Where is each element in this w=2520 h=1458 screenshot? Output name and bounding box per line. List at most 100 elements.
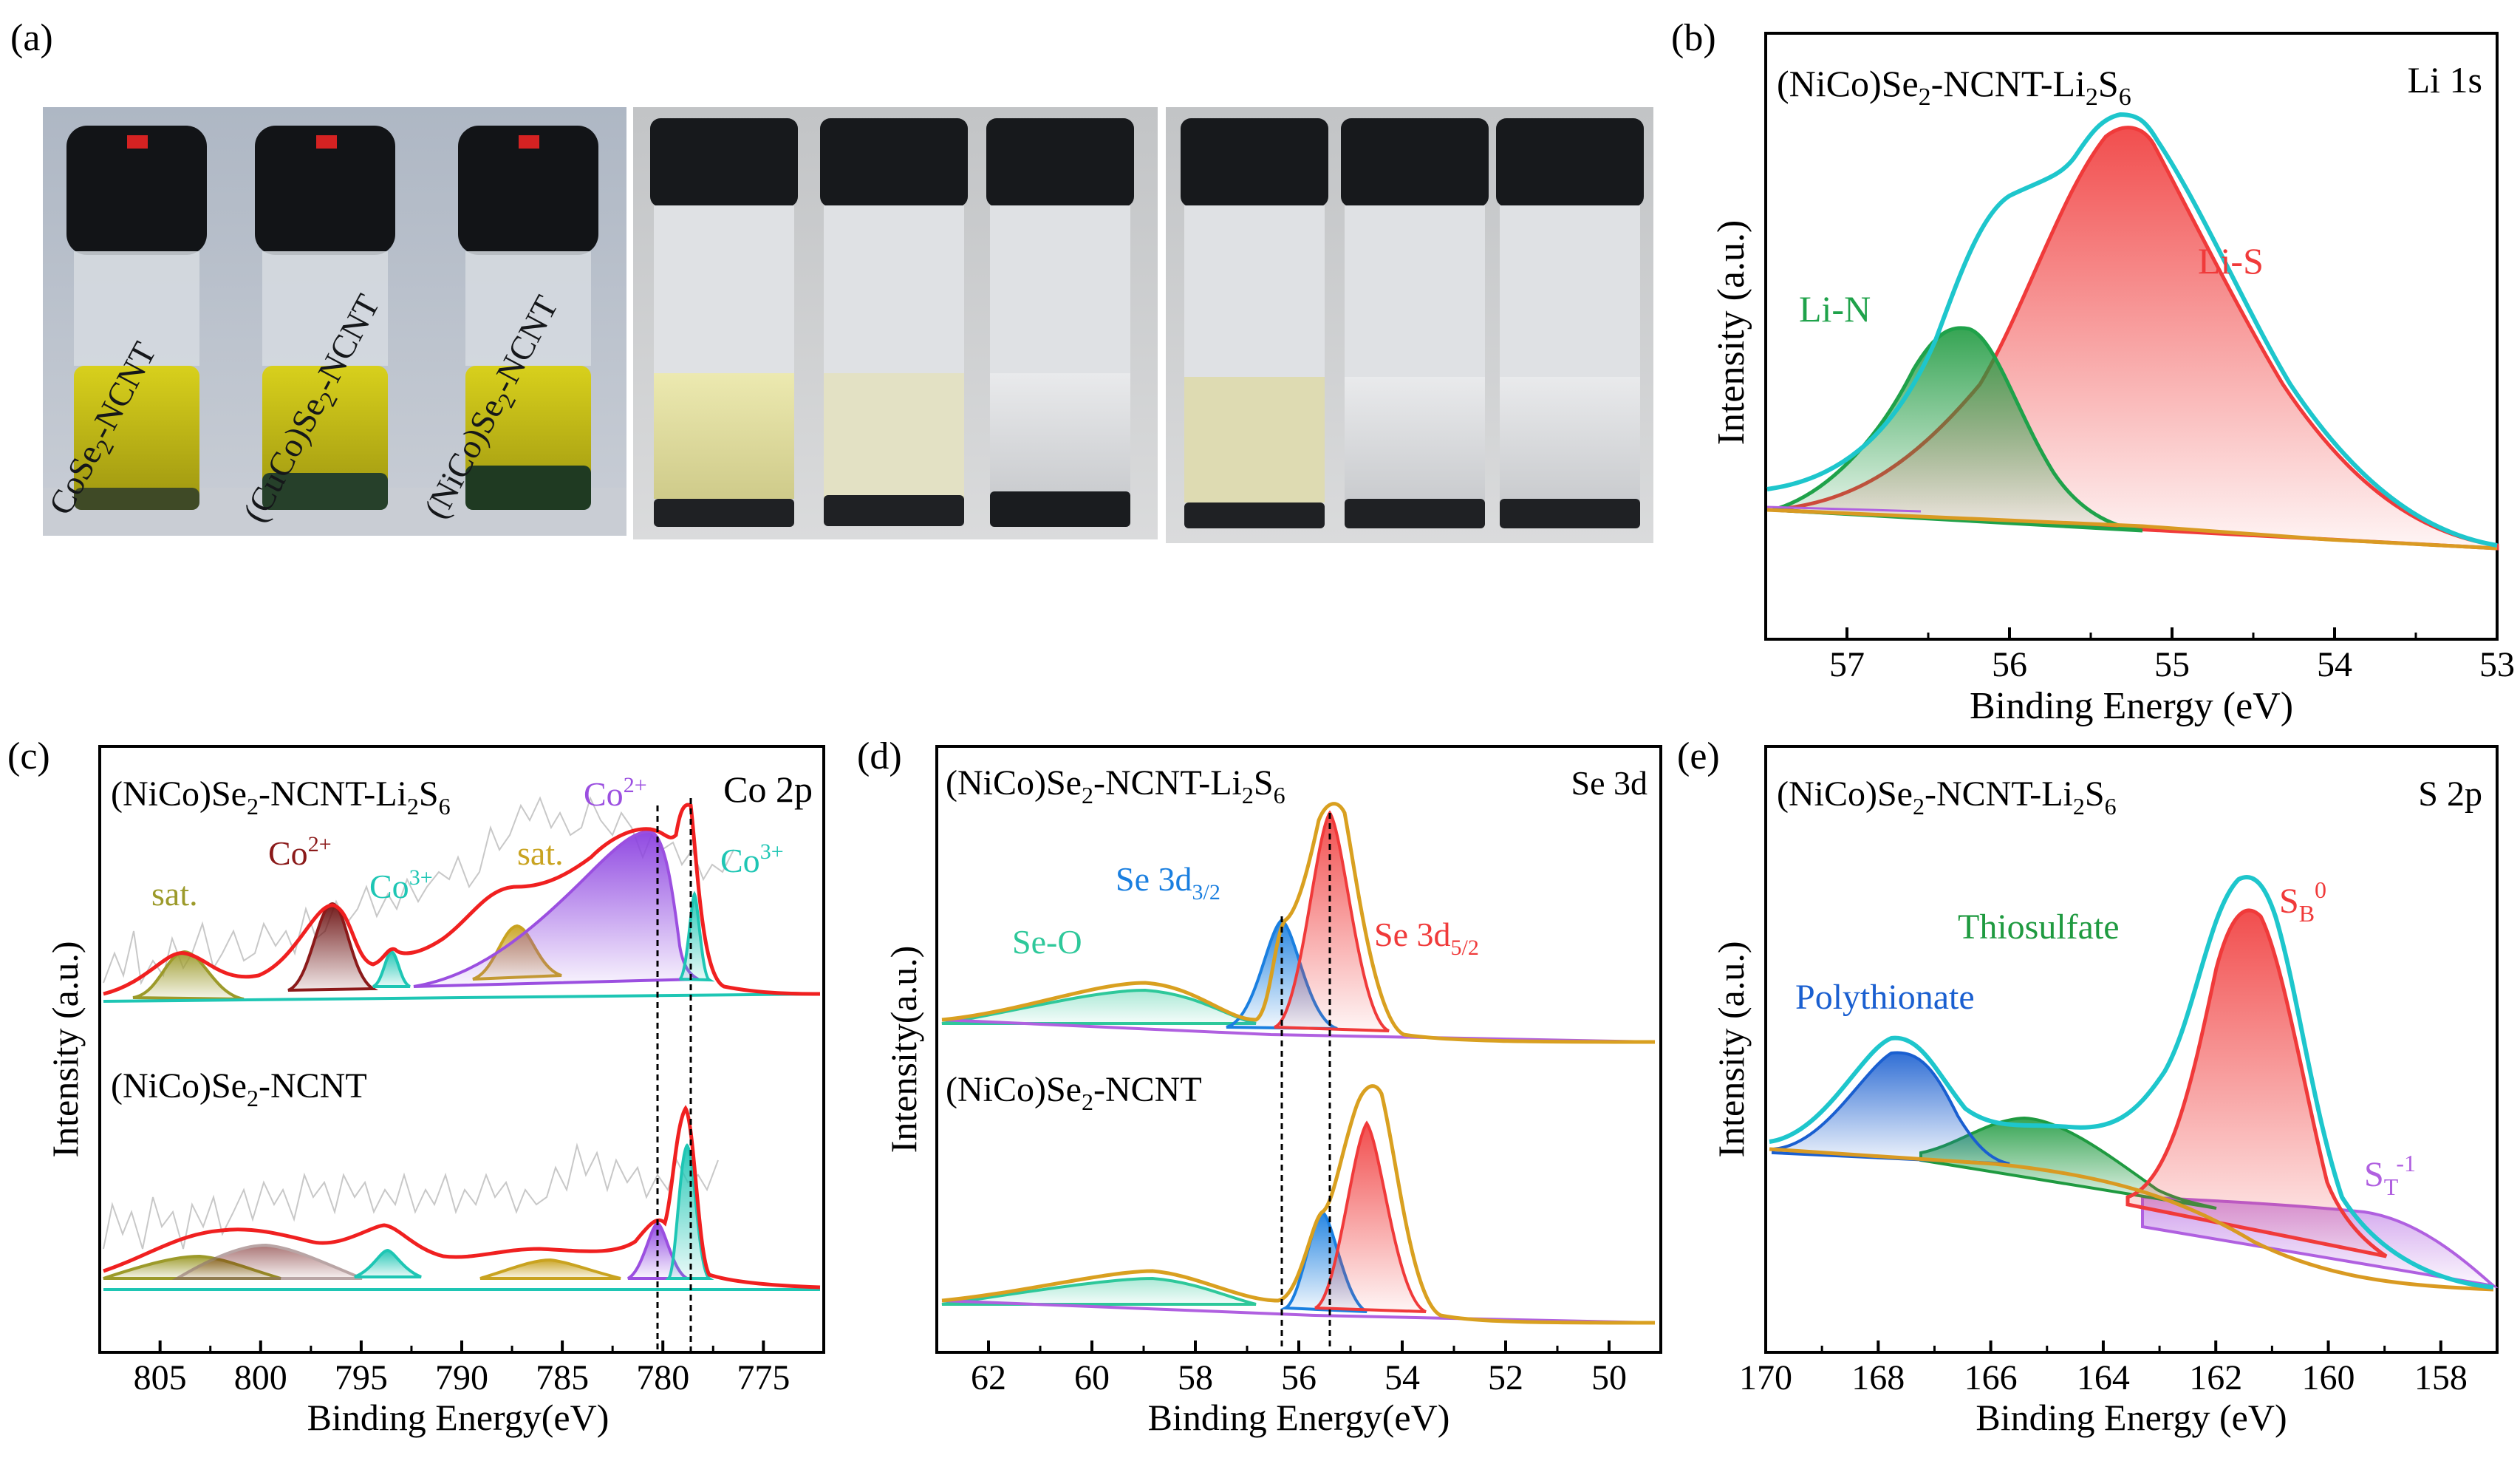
vial-cap <box>1181 118 1328 207</box>
peak-se3d52 <box>1273 810 1390 1032</box>
peak-label-sat-1: sat. <box>151 875 198 913</box>
raw-data-lower <box>103 1142 719 1250</box>
x-tick-label: 164 <box>2077 1358 2130 1397</box>
vial-3 <box>986 118 1134 527</box>
vial-1 <box>1181 118 1328 528</box>
x-tick-label: 58 <box>1178 1358 1213 1397</box>
y-axis-label: Intensity(a.u.) <box>883 946 924 1153</box>
vial-glass <box>1500 205 1640 379</box>
vial-glass <box>262 251 388 366</box>
vial-sediment <box>1500 499 1640 528</box>
envelope-upper <box>103 803 821 996</box>
cap-label <box>519 135 539 149</box>
x-tick-label: 780 <box>636 1358 689 1397</box>
vial-sediment <box>262 473 388 510</box>
peak-co3-793 <box>372 950 412 988</box>
x-tick-label: 805 <box>134 1358 187 1397</box>
x-axis-label: Binding Energy(eV) <box>1148 1397 1450 1438</box>
envelope-lower <box>103 1105 821 1290</box>
x-tick-label: 62 <box>971 1358 1006 1397</box>
peak-label-co3-2: Co3+ <box>720 839 784 879</box>
vial-sediment <box>74 488 199 510</box>
cap-label <box>316 135 337 149</box>
x-axis-ticks: 62 60 58 56 54 52 50 <box>971 1341 1627 1397</box>
plot-frame <box>935 745 1662 1354</box>
peak-co2-780 <box>413 829 699 988</box>
vial-glass <box>654 205 794 375</box>
vial-1 <box>66 126 207 510</box>
photo-12h: 12h <box>1166 107 1653 543</box>
baseline-lower <box>941 1299 1656 1324</box>
vial-3 <box>458 126 598 510</box>
vial-glass <box>74 251 199 366</box>
vial-glass <box>1184 205 1325 379</box>
chart-title: (NiCo)Se2-NCNT-Li2S6 <box>1777 774 2117 820</box>
panel-d-label: (d) <box>857 735 902 777</box>
lower-peak-se3d52 <box>1314 1120 1427 1313</box>
vial-cap <box>255 126 395 255</box>
panel-e: (e) (NiCo)Se2-NCNT-Li2S6 S 2p Polythiona… <box>1677 735 2499 1438</box>
core-level-label: S 2p <box>2418 774 2482 814</box>
y-axis-label: Intensity (a.u.) <box>1710 941 1752 1158</box>
x-tick-label: 52 <box>1488 1358 1523 1397</box>
x-tick-label: 795 <box>335 1358 388 1397</box>
peak-label-thiosulfate: Thiosulfate <box>1958 907 2120 947</box>
x-tick-label: 775 <box>737 1358 790 1397</box>
upper-spectrum-title: (NiCo)Se2-NCNT-Li2S6 <box>946 763 1285 808</box>
vial-sediment <box>465 466 591 510</box>
vial-solution <box>654 373 794 499</box>
vial-cap <box>650 118 798 207</box>
x-tick-label: 800 <box>234 1358 287 1397</box>
vial-glass <box>824 205 964 375</box>
vial-3 <box>1496 118 1644 528</box>
x-tick-label: 56 <box>1281 1358 1317 1397</box>
plot-frame <box>1764 32 2499 641</box>
x-tick-label: 53 <box>2479 645 2515 684</box>
peak-label-st-1: ST-1 <box>2364 1150 2416 1200</box>
lower-peak-co3-794 <box>354 1248 422 1278</box>
x-tick-label: 790 <box>435 1358 488 1397</box>
x-tick-label: 50 <box>1591 1358 1627 1397</box>
lower-peak-sat-799 <box>171 1243 363 1280</box>
baseline-upper <box>941 1018 1656 1043</box>
peak-label-se-o: Se-O <box>1012 923 1082 961</box>
peak-co2-796 <box>287 902 378 992</box>
vial-sediment <box>990 491 1130 527</box>
y-axis-label: Intensity (a.u.) <box>44 941 86 1158</box>
peak-co3-778 <box>678 890 715 982</box>
panel-b: (b) (NiCo)Se2-NCNT-Li2S6 Li 1s Li-N Li-S… <box>1671 17 2515 727</box>
peak-label-sat-2: sat. <box>517 834 564 872</box>
vial-glass <box>465 251 591 366</box>
x-tick-label: 55 <box>2154 645 2190 684</box>
peak-polythionate <box>1772 1051 2010 1165</box>
plot-frame <box>1764 745 2499 1354</box>
x-axis-label: Binding Energy (eV) <box>1970 685 2293 727</box>
x-tick-label: 56 <box>1992 645 2027 684</box>
peak-label-co3-1: Co3+ <box>369 865 433 905</box>
vial-glass <box>1345 205 1485 379</box>
vial-sediment <box>1345 499 1485 528</box>
baseline-purple <box>1766 505 1922 513</box>
vial-solution <box>990 373 1130 499</box>
raw-data-upper <box>103 796 734 986</box>
vial-1 <box>650 118 798 527</box>
x-tick-label: 785 <box>536 1358 589 1397</box>
panel-e-label: (e) <box>1677 735 1720 777</box>
x-tick-label: 60 <box>1074 1358 1110 1397</box>
upper-spectrum-title: (NiCo)Se2-NCNT-Li2S6 <box>111 774 451 820</box>
baseline <box>1769 1147 2494 1292</box>
lower-peak-sat-785 <box>479 1258 621 1280</box>
baseline-upper <box>103 992 821 1003</box>
vial-solution <box>1500 377 1640 503</box>
x-axis-label: Binding Energy (eV) <box>1976 1397 2287 1438</box>
panel-c: (c) (NiCo)Se2-NCNT-Li2S6 Co 2p (NiCo)Se2… <box>7 735 825 1438</box>
envelope-lower <box>941 1084 1656 1325</box>
peak-sb0 <box>2125 908 2388 1258</box>
peak-label-co2-1: Co2+ <box>268 832 332 872</box>
peak-label-polythionate: Polythionate <box>1795 978 1975 1017</box>
vial-solution <box>1345 377 1485 503</box>
x-tick-label: 54 <box>1384 1358 1420 1397</box>
photo-4h: 4h <box>633 107 1158 539</box>
lower-spectrum-title: (NiCo)Se2-NCNT <box>111 1066 367 1111</box>
